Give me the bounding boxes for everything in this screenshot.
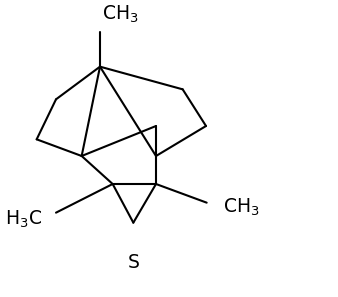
Text: CH$_3$: CH$_3$ xyxy=(223,197,259,218)
Text: CH$_3$: CH$_3$ xyxy=(102,4,138,25)
Text: H$_3$C: H$_3$C xyxy=(5,209,43,230)
Text: S: S xyxy=(127,253,139,272)
